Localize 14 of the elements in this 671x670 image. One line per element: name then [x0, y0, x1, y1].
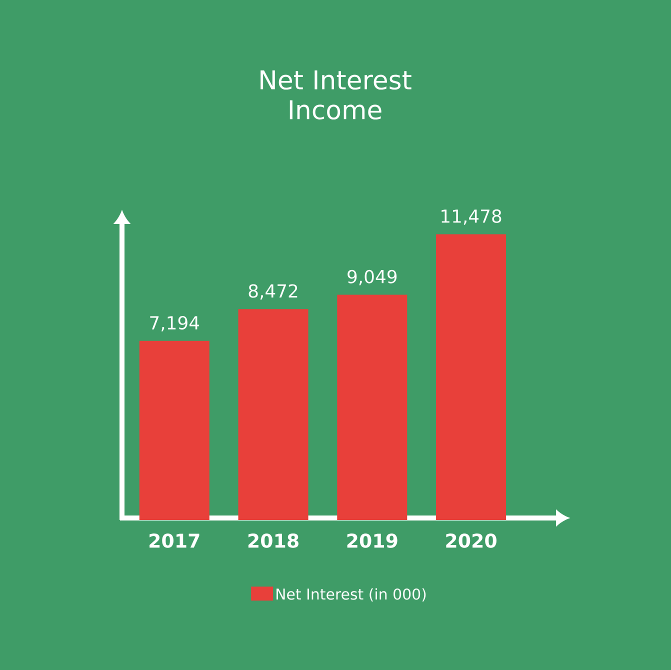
data-label: 7,194	[150, 316, 200, 332]
legend-label: Net Interest (in 000)	[276, 588, 426, 602]
x-tick-label: 2019	[347, 534, 398, 548]
x-tick-label: 2017	[150, 534, 200, 548]
chart-title: Net Interest Income	[260, 70, 412, 120]
bar	[436, 234, 506, 520]
bar	[337, 294, 408, 520]
bar	[238, 309, 308, 520]
data-label: 11,478	[442, 209, 502, 225]
bar	[139, 340, 210, 520]
data-label: 9,049	[348, 270, 397, 286]
data-label: 8,472	[248, 284, 298, 300]
x-tick-label: 2018	[248, 534, 298, 548]
x-tick-label: 2020	[446, 534, 496, 548]
